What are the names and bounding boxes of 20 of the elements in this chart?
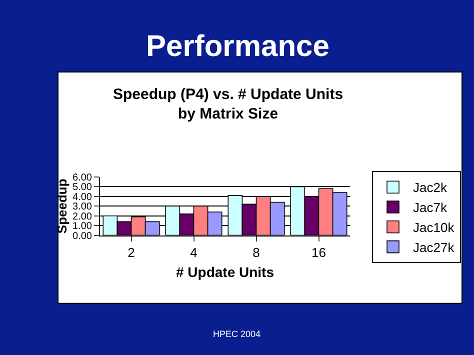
legend-label: Jac2k — [413, 180, 448, 196]
y-tick-label: 4.00 — [72, 192, 92, 203]
x-tick-label: 4 — [190, 244, 198, 260]
y-tick-label: 1.00 — [72, 221, 92, 232]
y-tick-label: 0.00 — [72, 230, 92, 242]
y-tick-label: 2.00 — [72, 211, 92, 222]
x-tick-label: 8 — [252, 244, 260, 260]
y-tick-label: 3.00 — [72, 202, 92, 213]
legend-label: Jac7k — [413, 200, 448, 216]
y-axis-title: Speedup — [54, 178, 70, 234]
y-tick-label: 6.00 — [72, 172, 92, 184]
chart-subtitle: Speedup (P4) vs. # Update Units by Matrix Size — [113, 86, 344, 122]
x-tick-label: 2 — [128, 244, 135, 260]
legend-label: Jac27k — [413, 240, 455, 255]
legend-label: Jac10k — [413, 220, 455, 235]
text: HPEC 2004 — [213, 329, 261, 339]
y-tick-label: 5.00 — [72, 182, 92, 194]
x-axis-title: # Update Units — [176, 264, 274, 280]
x-tick-label: 16 — [312, 244, 326, 260]
chart-title: Performance — [146, 30, 330, 63]
